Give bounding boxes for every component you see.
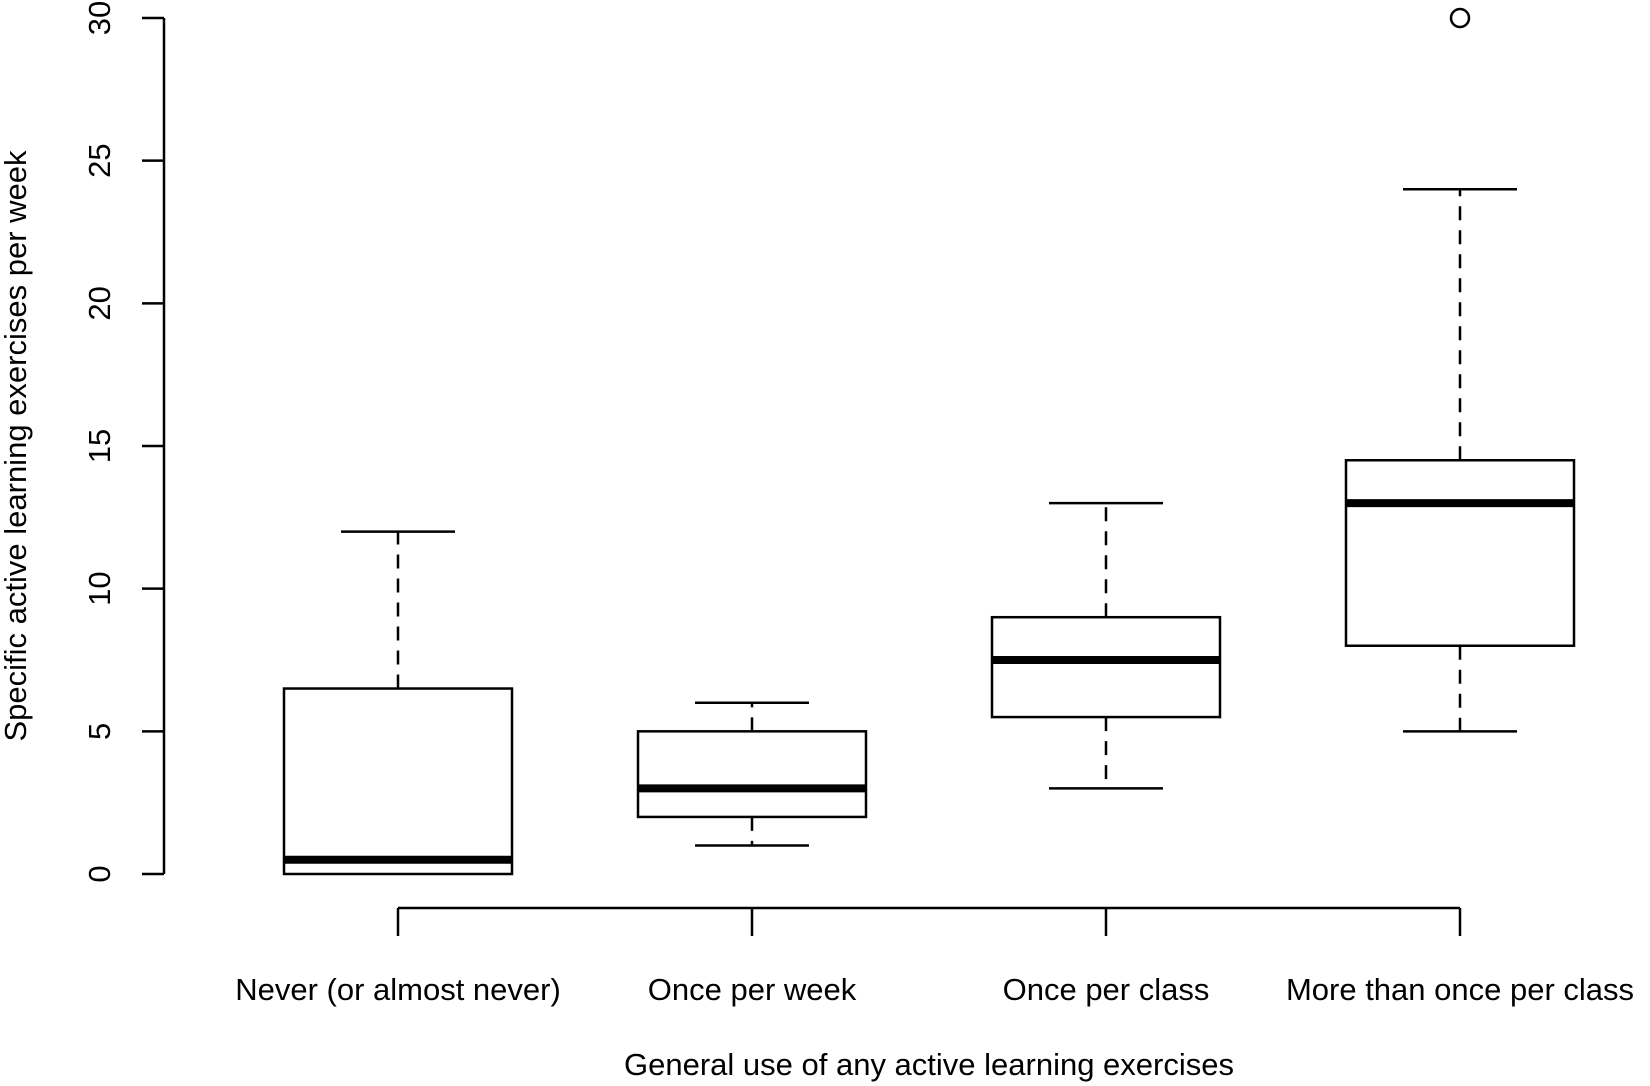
box-group [1344, 7, 1576, 733]
x-category-label: Never (or almost never) [235, 972, 561, 1007]
box-group [636, 701, 868, 847]
y-axis-title: Specific active learning exercises per w… [0, 150, 33, 741]
x-axis-title: General use of any active learning exerc… [624, 1047, 1234, 1082]
y-tick-label: 10 [82, 571, 117, 605]
x-category-label: Once per week [648, 972, 857, 1007]
y-tick-label: 5 [82, 723, 117, 740]
y-axis: 0 5 10 15 20 25 30 [82, 1, 166, 883]
outlier-point [1449, 7, 1471, 29]
y-tick-label: 0 [82, 865, 117, 882]
x-category-label: Once per class [1003, 972, 1210, 1007]
y-tick-label: 20 [82, 286, 117, 320]
box-group [990, 501, 1222, 790]
iqr-box [636, 730, 868, 819]
box-series [282, 7, 1576, 876]
x-axis: Never (or almost never) Once per week Once… [235, 906, 1634, 1007]
y-tick-label: 25 [82, 143, 117, 177]
iqr-box [990, 615, 1222, 719]
y-tick-label: 15 [82, 429, 117, 463]
iqr-box [1344, 459, 1576, 647]
iqr-box [282, 687, 514, 876]
box-group [282, 530, 514, 876]
x-category-label: More than once per class [1286, 972, 1634, 1007]
y-tick-label: 30 [82, 1, 117, 35]
